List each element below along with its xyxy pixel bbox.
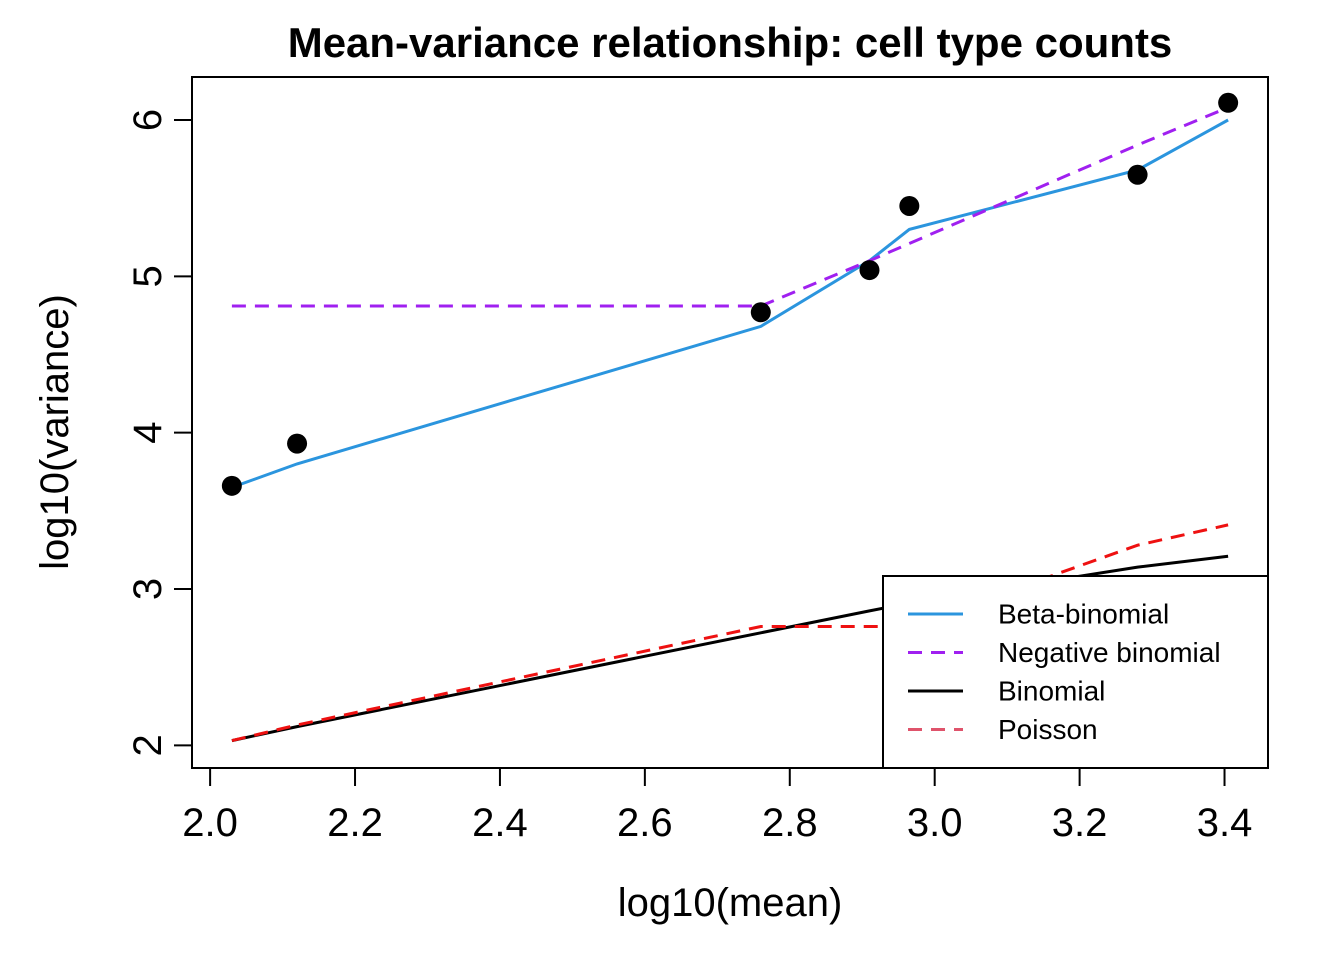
data-point — [899, 195, 920, 216]
x-tick-label: 2.0 — [182, 801, 238, 845]
data-point — [221, 475, 242, 496]
series-line-beta-binomial — [231, 118, 1229, 489]
legend-label: Binomial — [998, 676, 1105, 707]
x-tick-label: 3.2 — [1052, 801, 1108, 845]
chart-title: Mean-variance relationship: cell type co… — [288, 19, 1173, 66]
data-point — [1218, 92, 1239, 113]
y-tick-label: 6 — [126, 109, 170, 131]
data-point — [1127, 164, 1148, 185]
series-line-poisson — [231, 523, 1229, 743]
legend-label: Poisson — [998, 714, 1098, 745]
y-tick-label: 4 — [126, 422, 170, 444]
x-tick-label: 2.6 — [617, 801, 673, 845]
data-point — [859, 260, 880, 281]
x-tick-label: 3.4 — [1197, 801, 1253, 845]
plot-frame — [191, 76, 1269, 769]
points-layer — [221, 92, 1239, 496]
y-tick-label: 3 — [126, 578, 170, 600]
x-tick-label: 3.0 — [907, 801, 963, 845]
legend-box — [882, 575, 1269, 769]
x-tick-label: 2.8 — [762, 801, 818, 845]
y-tick-label: 5 — [126, 265, 170, 287]
series-line-binomial — [231, 554, 1229, 743]
axes: 2.0 2.2 2.4 2.6 2.8 3.0 3.2 3.4 2 3 4 5 6 — [126, 109, 1252, 845]
legend: Beta-binomial Negative binomial Binomial Po… — [882, 575, 1269, 769]
data-point — [750, 302, 771, 323]
x-axis-label: log10(mean) — [618, 881, 843, 925]
x-tick-label: 2.4 — [472, 801, 528, 845]
x-tick-label: 2.2 — [327, 801, 383, 845]
y-axis-label: log10(variance) — [33, 294, 77, 570]
legend-label: Negative binomial — [998, 637, 1221, 668]
y-tick-label: 2 — [126, 734, 170, 756]
legend-label: Beta-binomial — [998, 599, 1169, 630]
series-line-negative-binomial — [231, 106, 1229, 308]
data-point — [287, 433, 308, 454]
